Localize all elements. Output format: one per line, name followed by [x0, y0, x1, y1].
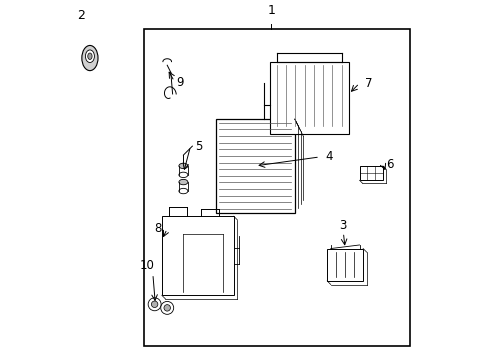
Circle shape [161, 301, 173, 314]
Ellipse shape [85, 50, 94, 63]
Bar [359, 166, 382, 180]
Bar [215, 119, 294, 213]
Ellipse shape [179, 172, 187, 177]
Ellipse shape [179, 188, 187, 194]
Ellipse shape [87, 53, 92, 59]
Text: 8: 8 [154, 222, 162, 235]
Text: 9: 9 [176, 76, 183, 89]
Bar [326, 248, 363, 281]
Circle shape [148, 298, 161, 311]
Text: 2: 2 [77, 9, 85, 22]
Ellipse shape [179, 163, 187, 168]
Text: 6: 6 [386, 158, 393, 171]
Text: 1: 1 [267, 4, 275, 17]
Ellipse shape [179, 179, 187, 185]
Bar [269, 62, 348, 134]
Bar [143, 29, 409, 346]
Text: 4: 4 [325, 150, 332, 163]
Circle shape [163, 305, 170, 311]
Bar [162, 216, 233, 295]
Text: 7: 7 [364, 77, 372, 90]
Ellipse shape [81, 45, 98, 71]
Text: 3: 3 [339, 219, 346, 233]
Circle shape [151, 301, 158, 307]
Text: 10: 10 [139, 259, 154, 272]
Text: 5: 5 [195, 140, 202, 153]
